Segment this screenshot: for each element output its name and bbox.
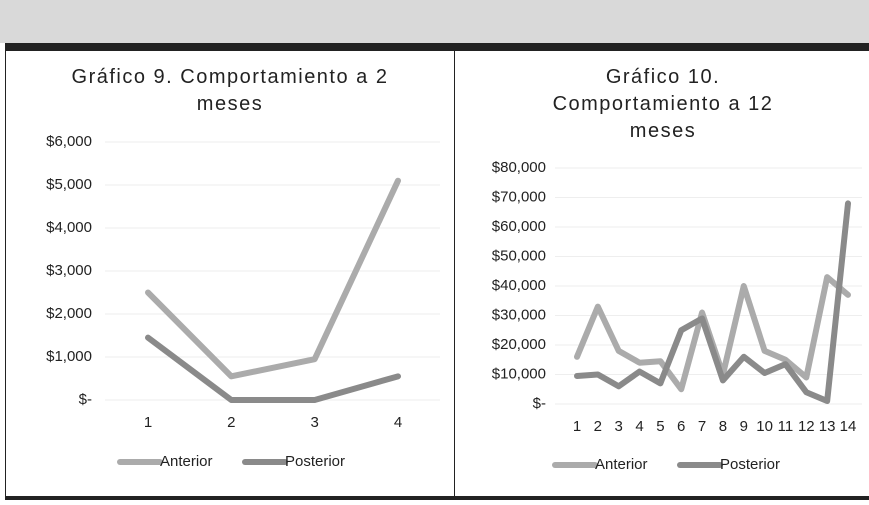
bottom-rule <box>5 496 869 500</box>
x-tick-label: 11 <box>778 418 794 435</box>
y-tick-label: $2,000 <box>46 305 92 322</box>
x-tick-label: 7 <box>698 418 706 435</box>
legend-label: Anterior <box>595 456 648 473</box>
y-tick-label: $30,000 <box>492 306 546 323</box>
legend-label: Posterior <box>285 453 345 470</box>
y-tick-label: $80,000 <box>492 159 546 176</box>
y-tick-label: $70,000 <box>492 188 546 205</box>
x-tick-label: 12 <box>798 418 815 435</box>
x-tick-label: 5 <box>656 418 664 435</box>
y-tick-label: $5,000 <box>46 176 92 193</box>
y-tick-label: $- <box>533 395 546 412</box>
chart-title: Gráfico 10. Comportamiento a 12 meses <box>552 66 774 142</box>
x-tick-label: 8 <box>719 418 727 435</box>
y-tick-label: $40,000 <box>492 277 546 294</box>
divider <box>454 51 455 497</box>
x-tick-label: 4 <box>394 414 402 431</box>
legend-label: Posterior <box>720 456 780 473</box>
x-tick-label: 13 <box>819 418 836 435</box>
y-tick-label: $50,000 <box>492 247 546 264</box>
x-tick-label: 9 <box>740 418 748 435</box>
chart-title: Gráfico 9. Comportamiento a 2 meses <box>71 66 389 115</box>
series-line <box>145 177 401 380</box>
series-line <box>574 274 851 393</box>
x-tick-label: 2 <box>594 418 602 435</box>
left-rule <box>5 51 6 497</box>
x-tick-label: 3 <box>310 414 318 431</box>
legend-label: Anterior <box>160 453 213 470</box>
x-tick-label: 14 <box>840 418 857 435</box>
x-tick-label: 10 <box>756 418 773 435</box>
x-tick-label: 6 <box>677 418 685 435</box>
y-tick-label: $- <box>79 391 92 408</box>
y-tick-label: $20,000 <box>492 336 546 353</box>
x-tick-label: 3 <box>615 418 623 435</box>
x-tick-label: 4 <box>635 418 643 435</box>
top-band <box>0 0 869 43</box>
x-tick-label: 2 <box>227 414 235 431</box>
x-tick-label: 1 <box>144 414 152 431</box>
series-line <box>574 200 851 405</box>
series-line <box>145 334 401 403</box>
y-tick-label: $6,000 <box>46 133 92 150</box>
x-tick-label: 1 <box>573 418 581 435</box>
y-tick-label: $3,000 <box>46 262 92 279</box>
y-tick-label: $4,000 <box>46 219 92 236</box>
y-tick-label: $1,000 <box>46 348 92 365</box>
top-rule <box>5 43 869 51</box>
y-tick-label: $60,000 <box>492 218 546 235</box>
y-tick-label: $10,000 <box>492 365 546 382</box>
